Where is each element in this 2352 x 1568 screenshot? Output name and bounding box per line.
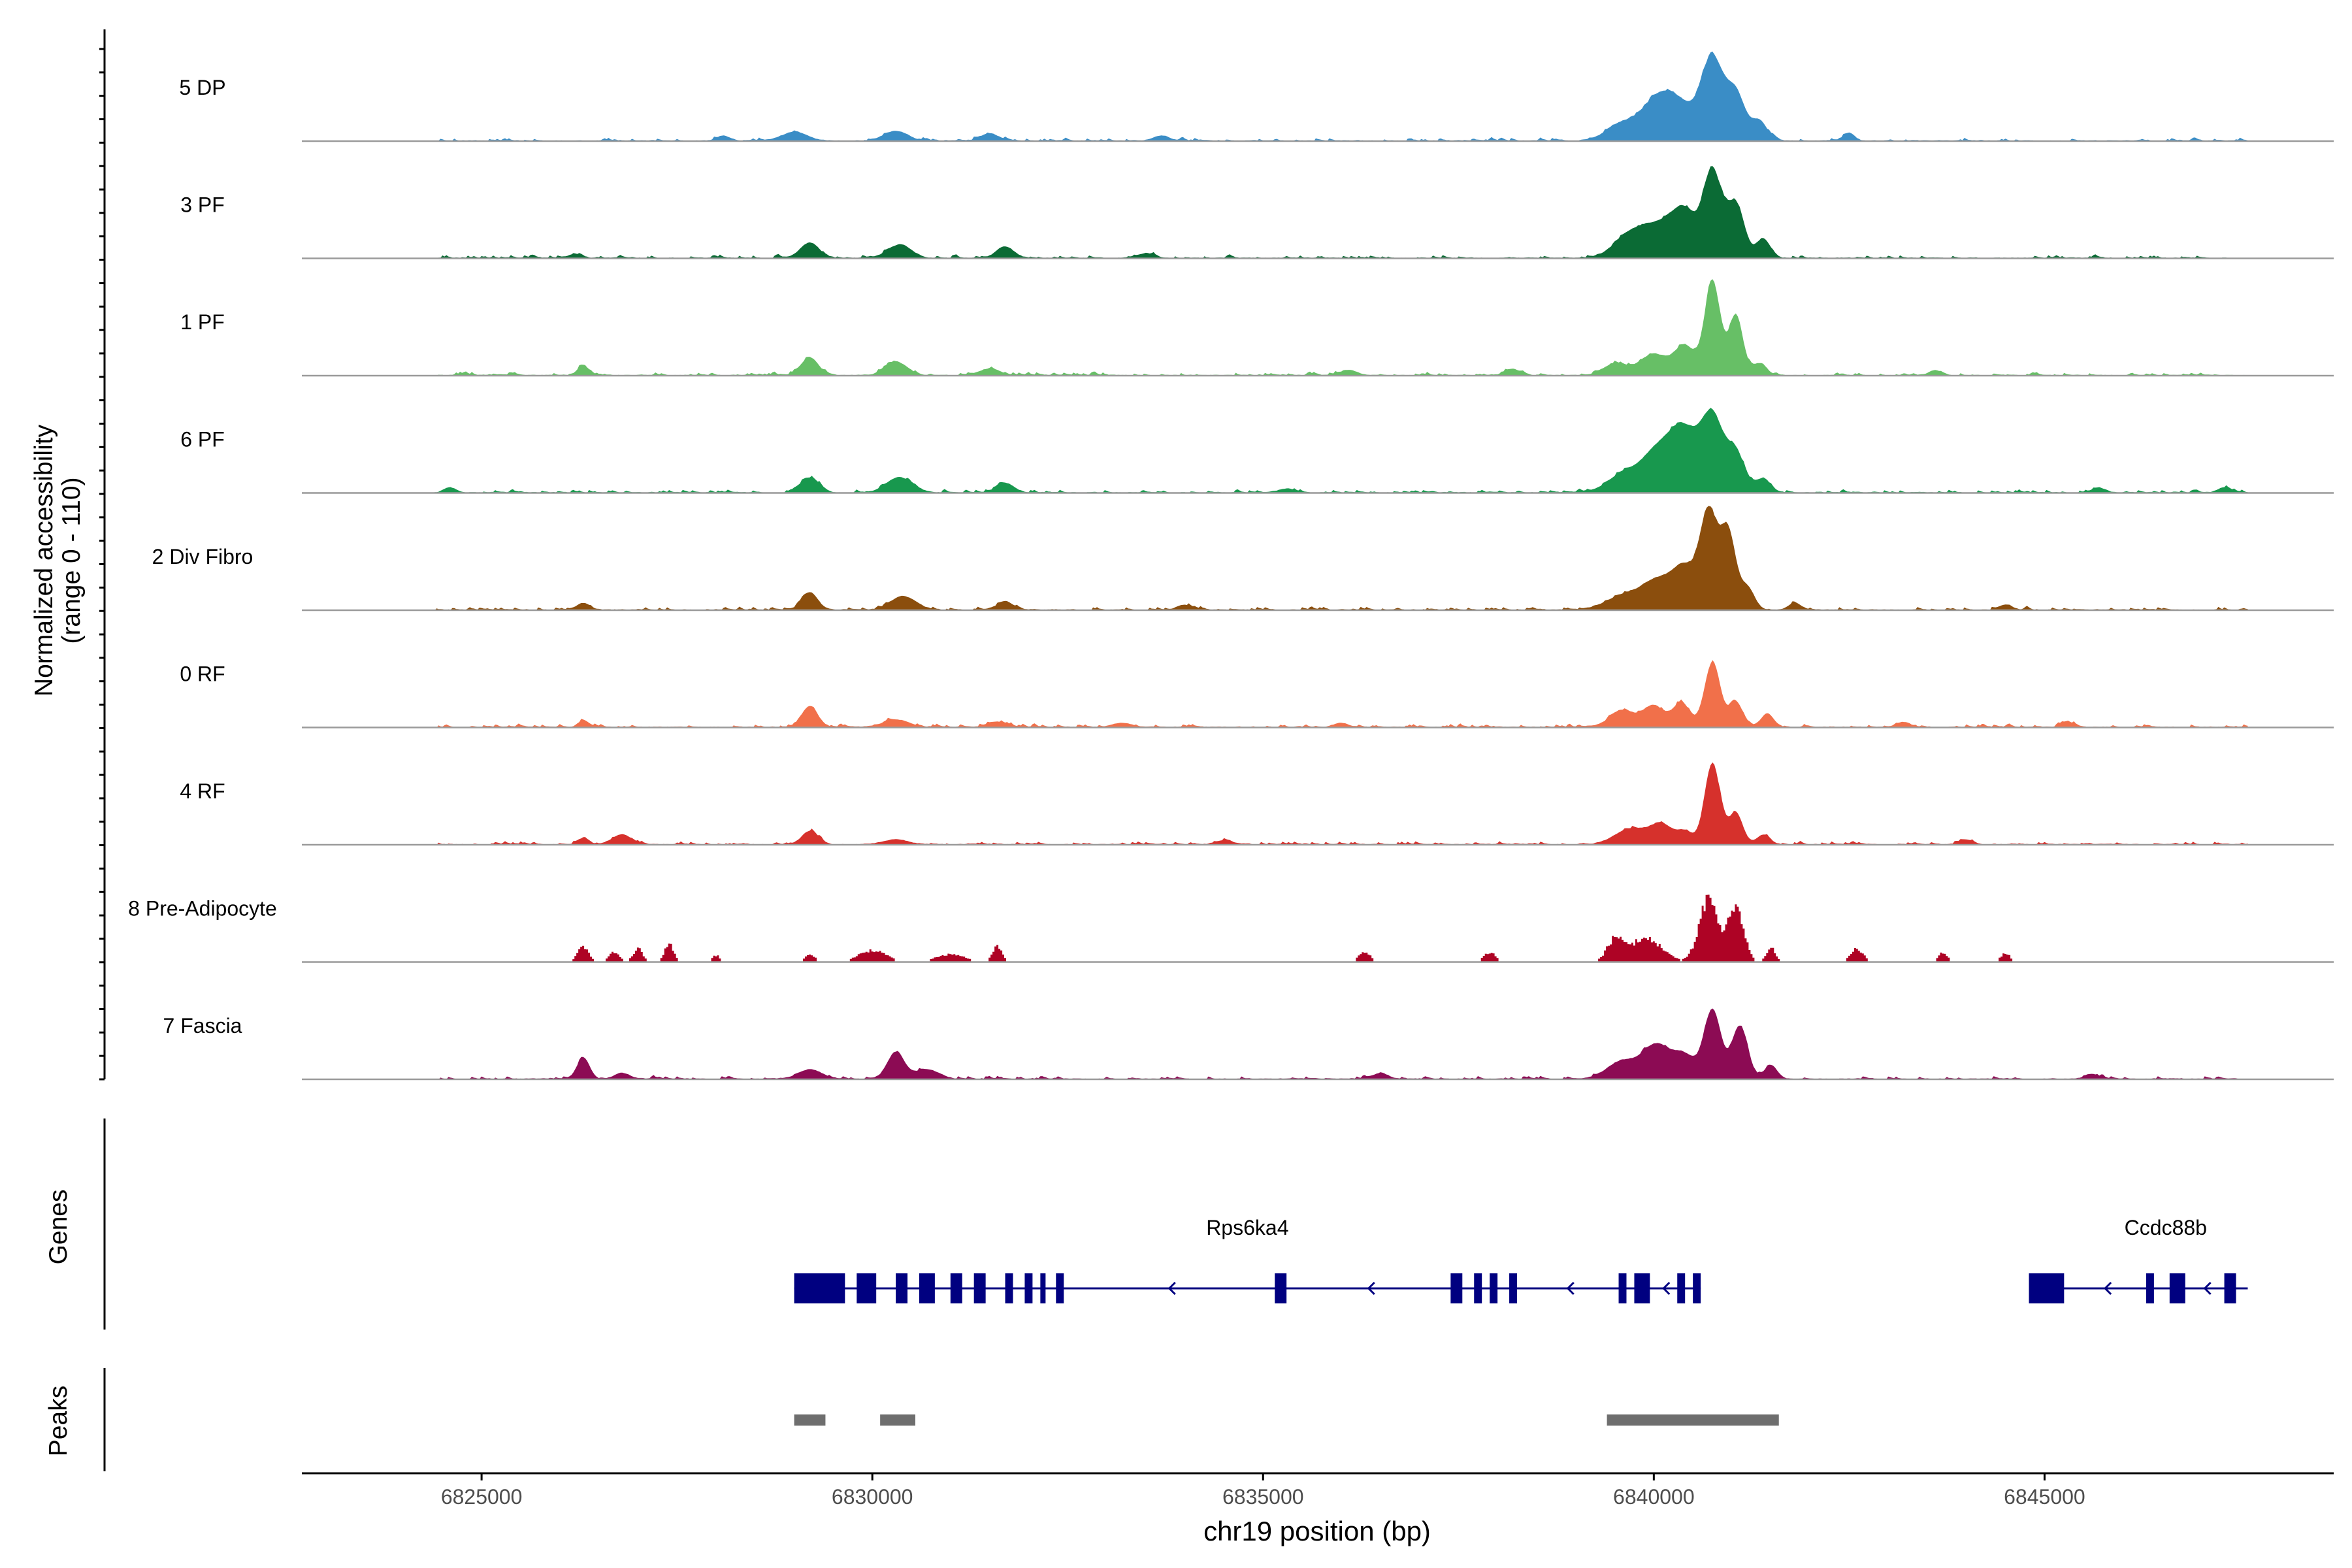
exon xyxy=(1056,1273,1064,1303)
gene-annotation-track: Rps6ka4 Ccdc88b xyxy=(794,1216,2248,1303)
exon xyxy=(1450,1273,1463,1303)
exon xyxy=(857,1273,877,1303)
accessibility-tracks: 5 DP 3 PF 1 PF 6 PF 2 Div Fibro 0 RF 4 RF 8 Pre… xyxy=(128,51,2334,1081)
exon xyxy=(1509,1273,1518,1303)
track-label: 5 DP xyxy=(179,76,225,99)
coverage-area xyxy=(434,660,2248,728)
strand-arrow xyxy=(1662,1281,1671,1296)
gene-label: Ccdc88b xyxy=(2125,1216,2207,1239)
axes: 6825000 6830000 6835000 6840000 6845000 xyxy=(99,29,2334,1509)
x-tick-label: 6845000 xyxy=(2004,1485,2085,1509)
track-1-pf: 1 PF xyxy=(180,279,2334,377)
exon xyxy=(2146,1273,2154,1303)
track-label: 7 Fascia xyxy=(163,1014,242,1037)
exon xyxy=(1693,1273,1701,1303)
gene-rps6ka4: Rps6ka4 xyxy=(794,1216,1701,1303)
track-8-pre-adipocyte: 8 Pre-Adipocyte xyxy=(128,894,2334,963)
exon xyxy=(950,1273,962,1303)
strand-arrow xyxy=(1566,1281,1575,1296)
coverage-area xyxy=(434,408,2248,493)
y-axis-label-line2: (range 0 - 110) xyxy=(57,477,86,644)
track-label: 1 PF xyxy=(180,310,225,334)
exon xyxy=(1040,1273,1046,1303)
x-tick-label: 6835000 xyxy=(1222,1485,1304,1509)
y-axis-label-line1: Normalized accessibility xyxy=(30,424,58,696)
track-label: 3 PF xyxy=(180,193,225,217)
gene-ccdc88b: Ccdc88b xyxy=(2029,1216,2248,1303)
exon xyxy=(794,1273,845,1303)
track-0-rf: 0 RF xyxy=(180,660,2334,728)
track-2-div-fibro: 2 Div Fibro xyxy=(152,506,2334,612)
track-label: 4 RF xyxy=(180,779,225,803)
exon xyxy=(1005,1273,1013,1303)
track-label: 0 RF xyxy=(180,662,225,686)
track-label: 8 Pre-Adipocyte xyxy=(128,897,277,921)
exon xyxy=(1490,1273,1498,1303)
coverage-area xyxy=(434,506,2248,610)
exon xyxy=(1024,1273,1033,1303)
exon xyxy=(2169,1273,2185,1303)
peak-track xyxy=(794,1414,1779,1426)
peak-region xyxy=(1607,1414,1779,1426)
peak-region xyxy=(794,1414,826,1426)
track-6-pf: 6 PF xyxy=(180,408,2334,494)
exon xyxy=(1677,1273,1686,1303)
exon xyxy=(973,1273,986,1303)
track-label: 2 Div Fibro xyxy=(152,545,253,568)
x-axis-title: chr19 position (bp) xyxy=(1203,1516,1431,1546)
exon xyxy=(1275,1273,1287,1303)
exon xyxy=(2029,1273,2065,1303)
exon xyxy=(896,1273,908,1303)
genes-axis-label: Genes xyxy=(44,1190,73,1265)
coverage-area xyxy=(434,279,2248,376)
peaks-axis-label: Peaks xyxy=(44,1386,73,1456)
exon xyxy=(1634,1273,1650,1303)
track-7-fascia: 7 Fascia xyxy=(163,1008,2334,1081)
exon xyxy=(919,1273,935,1303)
peak-region xyxy=(880,1414,915,1426)
exon xyxy=(1618,1273,1627,1303)
track-5-dp: 5 DP xyxy=(179,51,2334,142)
strand-arrow xyxy=(1367,1281,1375,1296)
coverage-area xyxy=(434,762,2248,845)
strand-arrow xyxy=(1168,1281,1176,1296)
coverage-area xyxy=(434,1008,2248,1079)
exon xyxy=(2224,1273,2236,1303)
x-tick-label: 6840000 xyxy=(1613,1485,1695,1509)
gene-label: Rps6ka4 xyxy=(1206,1216,1288,1239)
x-tick-label: 6825000 xyxy=(441,1485,523,1509)
x-tick-label: 6830000 xyxy=(832,1485,913,1509)
track-4-rf: 4 RF xyxy=(180,762,2334,846)
track-label: 6 PF xyxy=(180,428,225,451)
track-3-pf: 3 PF xyxy=(180,166,2334,259)
strand-arrow xyxy=(2104,1281,2112,1296)
coverage-area xyxy=(434,51,2248,142)
strand-arrow xyxy=(2203,1281,2212,1296)
exon xyxy=(1474,1273,1482,1303)
coverage-area xyxy=(433,894,2249,962)
coverage-area xyxy=(434,166,2248,259)
